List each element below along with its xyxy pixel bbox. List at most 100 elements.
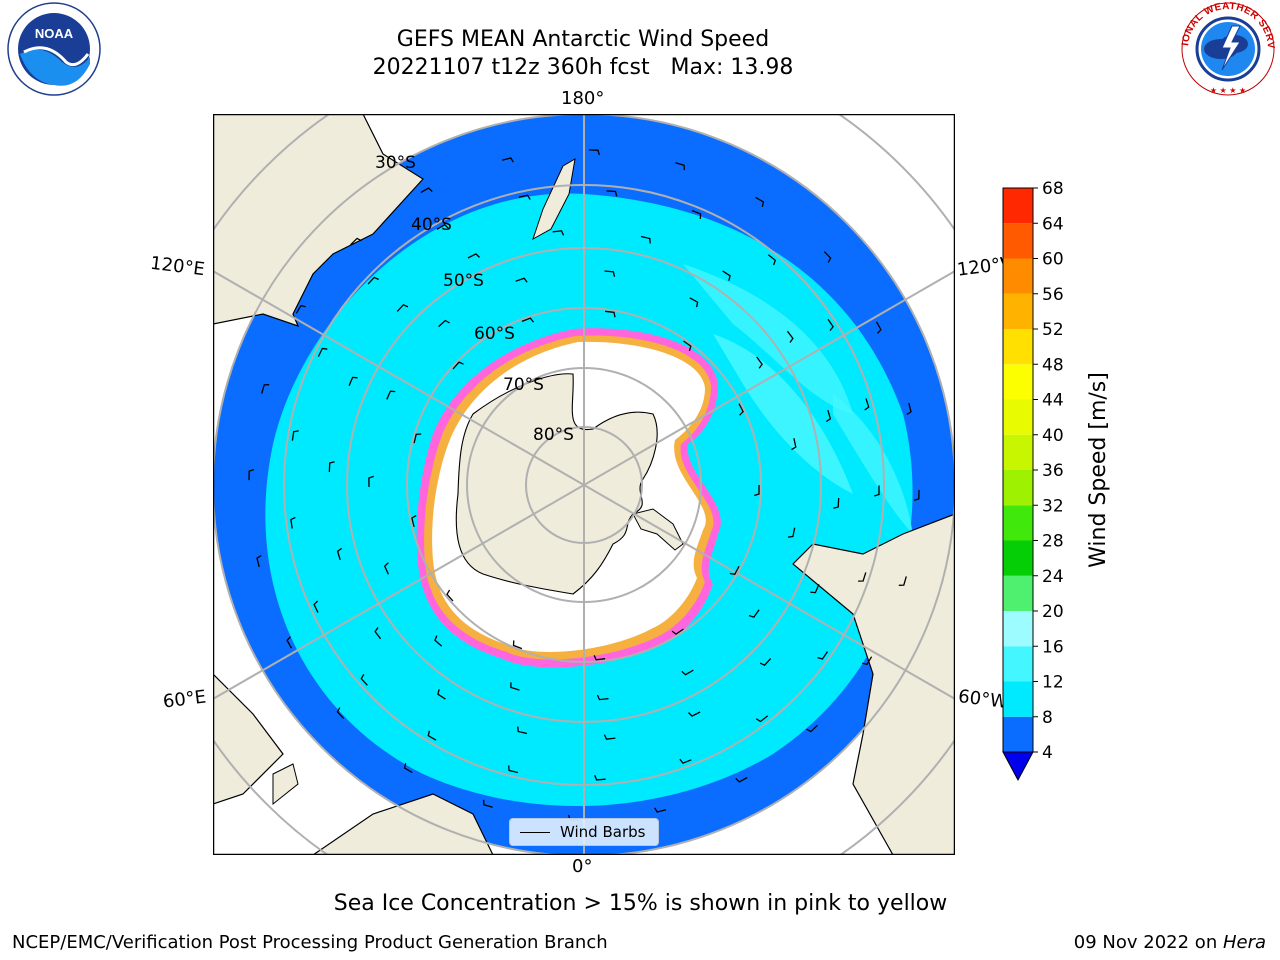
wind-barb: [286, 636, 293, 649]
lon-label-60e: 60°E: [161, 686, 208, 713]
wind-barb: [640, 235, 651, 244]
lat-label-50s: 50°S: [443, 271, 484, 291]
wind-barb: [735, 776, 748, 783]
wind-barb: [681, 669, 694, 676]
colorbar-tick-label: 36: [1042, 461, 1064, 481]
africa-land: [213, 673, 284, 805]
colorbar-segment: [1003, 223, 1033, 259]
wind-barb: [755, 715, 769, 723]
wind-barb: [521, 317, 535, 323]
wind-barb: [862, 656, 873, 666]
footer-credit: NCEP/EMC/Verification Post Processing Pr…: [12, 932, 608, 953]
colorbar-segment: [1003, 505, 1033, 541]
polar-map: 30°S 40°S 50°S 60°S 70°S 80°S: [213, 114, 955, 855]
colorbar-tick-label: 20: [1042, 602, 1064, 622]
wind-barb: [290, 516, 296, 529]
wind-barb: [767, 254, 777, 266]
lat-label-30s: 30°S: [375, 153, 416, 173]
wind-barb: [671, 628, 684, 635]
wind-barb: [825, 409, 832, 423]
lat-label-80s: 80°S: [533, 425, 574, 445]
wind-barb: [368, 475, 374, 488]
antarctic-peninsula-land: [632, 508, 684, 551]
colorbar-segment: [1003, 329, 1033, 365]
wind-barb: [791, 438, 797, 451]
wind-barb: [420, 187, 433, 194]
colorbar-tick-label: 48: [1042, 355, 1064, 375]
wind-barb: [413, 433, 422, 444]
colorbar-tick-label: 60: [1042, 250, 1064, 270]
lon-label-180: 180°: [561, 88, 605, 109]
wind-barb: [467, 253, 480, 259]
colorbar-tick-label: 64: [1042, 214, 1064, 234]
wind-barb: [864, 398, 870, 411]
chart-title-line1: GEFS MEAN Antarctic Wind Speed: [396, 27, 770, 52]
wind-barb: [336, 547, 343, 561]
wind-barb: [512, 640, 523, 650]
wind-barb: [654, 807, 667, 813]
lon-label-120e: 120°E: [148, 252, 206, 281]
colorbar-segment: [1003, 681, 1033, 717]
colorbar-segment: [1003, 188, 1033, 224]
wind-barb: [759, 658, 772, 666]
wind-barb: [683, 340, 692, 352]
colorbar-label: Wind Speed [m/s]: [1086, 372, 1111, 568]
nws-logo: NATIONAL WEATHER SERVICE ★ ★ ★ ★: [1178, 2, 1276, 96]
wind-barb: [806, 724, 818, 733]
colorbar-tick-label: 24: [1042, 567, 1064, 587]
colorbar-segment: [1003, 575, 1033, 611]
colorbar-segment: [1003, 540, 1033, 576]
wind-barb: [875, 321, 882, 334]
colorbar-extend-arrow: [1002, 751, 1034, 782]
wind-barb: [605, 310, 616, 318]
colorbar-tick-label: 4: [1042, 743, 1053, 763]
wind-barb: [817, 651, 829, 660]
wind-barb: [786, 330, 794, 343]
subtitle: Sea Ice Concentration > 15% is shown in …: [333, 891, 948, 916]
wind-barb: [360, 673, 368, 686]
colorbar-segment: [1003, 364, 1033, 400]
wind-barb: [438, 319, 450, 328]
wind-barb: [606, 190, 618, 197]
wind-barb: [688, 711, 701, 717]
colorbar-tick-label: 8: [1042, 708, 1053, 728]
wind-barb: [823, 251, 832, 263]
wind-barb: [603, 734, 616, 740]
wind-barb: [517, 726, 528, 735]
wind-barb: [604, 270, 616, 277]
colorbar-segment: [1003, 293, 1033, 329]
lat-label-70s: 70°S: [503, 375, 544, 395]
wind-barb: [452, 361, 464, 370]
wind-barb: [756, 356, 763, 369]
wind-barb: [596, 694, 609, 701]
footer-date-text: 09 Nov 2022 on: [1073, 932, 1223, 953]
colorbar-tick-label: 40: [1042, 426, 1064, 446]
wind-barb: [256, 555, 262, 568]
wind-barb: [593, 655, 606, 661]
wind-barbs-legend: Wind Barbs: [509, 818, 659, 846]
wind-barbs: [248, 149, 920, 821]
chart-title-line2: 20221107 t12z 360h fcst Max: 13.98: [372, 55, 794, 80]
wind-barb: [913, 489, 920, 502]
wind-barb: [436, 223, 449, 230]
colorbar-segment: [1003, 646, 1033, 682]
colorbar-tick-label: 32: [1042, 496, 1064, 516]
wind-barb: [827, 318, 834, 332]
wind-barb: [594, 774, 606, 781]
wind-barb: [748, 609, 760, 618]
wind-barb: [411, 514, 417, 528]
wind-barb: [396, 304, 409, 312]
footer-date: 09 Nov 2022 on Hera: [1074, 931, 1266, 955]
colorbar-tick-label: 12: [1042, 673, 1064, 693]
wind-barb: [350, 237, 362, 246]
wind-barb: [515, 277, 528, 283]
wind-barb: [383, 562, 389, 575]
colorbar-segment: [1003, 399, 1033, 435]
wind-barb: [518, 194, 531, 200]
wind-barb: [248, 468, 255, 481]
wind-barb: [787, 527, 796, 538]
colorbar-tick-label: 28: [1042, 532, 1064, 552]
colorbar-segment: [1003, 716, 1033, 752]
wind-barb: [729, 565, 740, 576]
